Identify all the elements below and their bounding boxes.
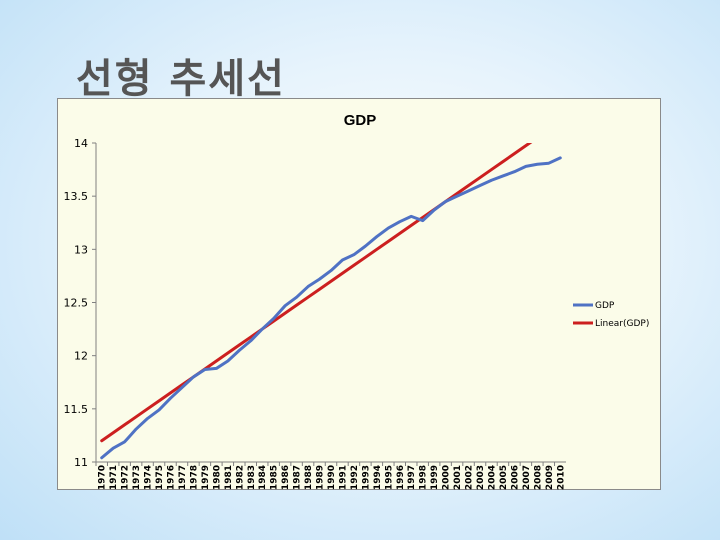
x-tick-label: 1997 bbox=[407, 465, 417, 490]
chart-legend: GDP Linear(GDP) bbox=[573, 301, 649, 329]
x-tick-label: 1996 bbox=[396, 465, 406, 490]
x-tick-label: 1978 bbox=[189, 465, 199, 490]
y-tick-label: 13.5 bbox=[64, 190, 89, 203]
x-tick-label: 1972 bbox=[121, 465, 131, 490]
x-tick-label: 2005 bbox=[499, 465, 509, 490]
x-tick-label: 1979 bbox=[201, 465, 211, 490]
x-tick-label: 1971 bbox=[109, 465, 119, 490]
x-tick-label: 1976 bbox=[167, 465, 177, 490]
x-tick-label: 2000 bbox=[442, 465, 452, 490]
x-tick-label: 1977 bbox=[178, 465, 188, 490]
x-tick-label: 1991 bbox=[338, 465, 348, 490]
x-tick-label: 2007 bbox=[522, 465, 532, 490]
x-tick-label: 1981 bbox=[224, 465, 234, 490]
y-tick-label: 12.5 bbox=[64, 297, 89, 310]
x-tick-label: 1982 bbox=[235, 465, 245, 490]
x-tick-label: 1999 bbox=[430, 465, 440, 490]
chart-title: GDP bbox=[344, 112, 377, 129]
chart-area: GDP 11 11.5 12 12.5 13 13.5 14 1970 1971 1972 197… bbox=[57, 98, 661, 490]
x-tick-label: 1998 bbox=[419, 465, 429, 490]
x-tick-label: 2001 bbox=[453, 465, 463, 490]
x-tick-label: 2008 bbox=[533, 465, 543, 490]
x-tick-label: 1970 bbox=[98, 465, 108, 490]
x-tick-label: 1974 bbox=[144, 465, 154, 490]
x-tick-label: 1992 bbox=[350, 465, 360, 490]
legend-label: GDP bbox=[595, 301, 615, 311]
y-tick-label: 12 bbox=[74, 350, 88, 363]
legend-label: Linear(GDP) bbox=[595, 319, 649, 329]
x-tick-label: 2006 bbox=[510, 465, 520, 490]
linear-trendline bbox=[100, 143, 533, 443]
x-tick-label: 2009 bbox=[545, 465, 555, 490]
x-tick-label: 2010 bbox=[556, 465, 566, 490]
y-tick-label: 11 bbox=[74, 456, 88, 469]
x-tick-label: 1988 bbox=[304, 465, 314, 490]
y-tick-label: 11.5 bbox=[64, 403, 89, 416]
x-tick-label: 1985 bbox=[270, 465, 280, 490]
x-tick-label: 1994 bbox=[373, 465, 383, 490]
x-tick-label: 1983 bbox=[247, 465, 257, 490]
x-tick-label: 1984 bbox=[258, 465, 268, 490]
x-tick-label: 1975 bbox=[155, 465, 165, 490]
slide-title: 선형 추세선 bbox=[76, 56, 286, 102]
x-tick-label: 1995 bbox=[384, 465, 394, 490]
gdp-series-line bbox=[100, 156, 562, 460]
x-tick-label: 1989 bbox=[316, 465, 326, 490]
x-tick-label: 2002 bbox=[465, 465, 475, 490]
x-tick-label: 2004 bbox=[487, 465, 497, 490]
x-tick-label: 1990 bbox=[327, 465, 337, 490]
x-tick-label: 1986 bbox=[281, 465, 291, 490]
x-tick-label: 1987 bbox=[293, 465, 303, 490]
x-tick-label: 2003 bbox=[476, 465, 486, 490]
y-tick-label: 14 bbox=[74, 137, 88, 150]
x-tick-label: 1980 bbox=[212, 465, 222, 490]
x-tick-label: 1973 bbox=[132, 465, 142, 490]
x-tick-label: 1993 bbox=[361, 465, 371, 490]
y-tick-label: 13 bbox=[74, 243, 88, 256]
